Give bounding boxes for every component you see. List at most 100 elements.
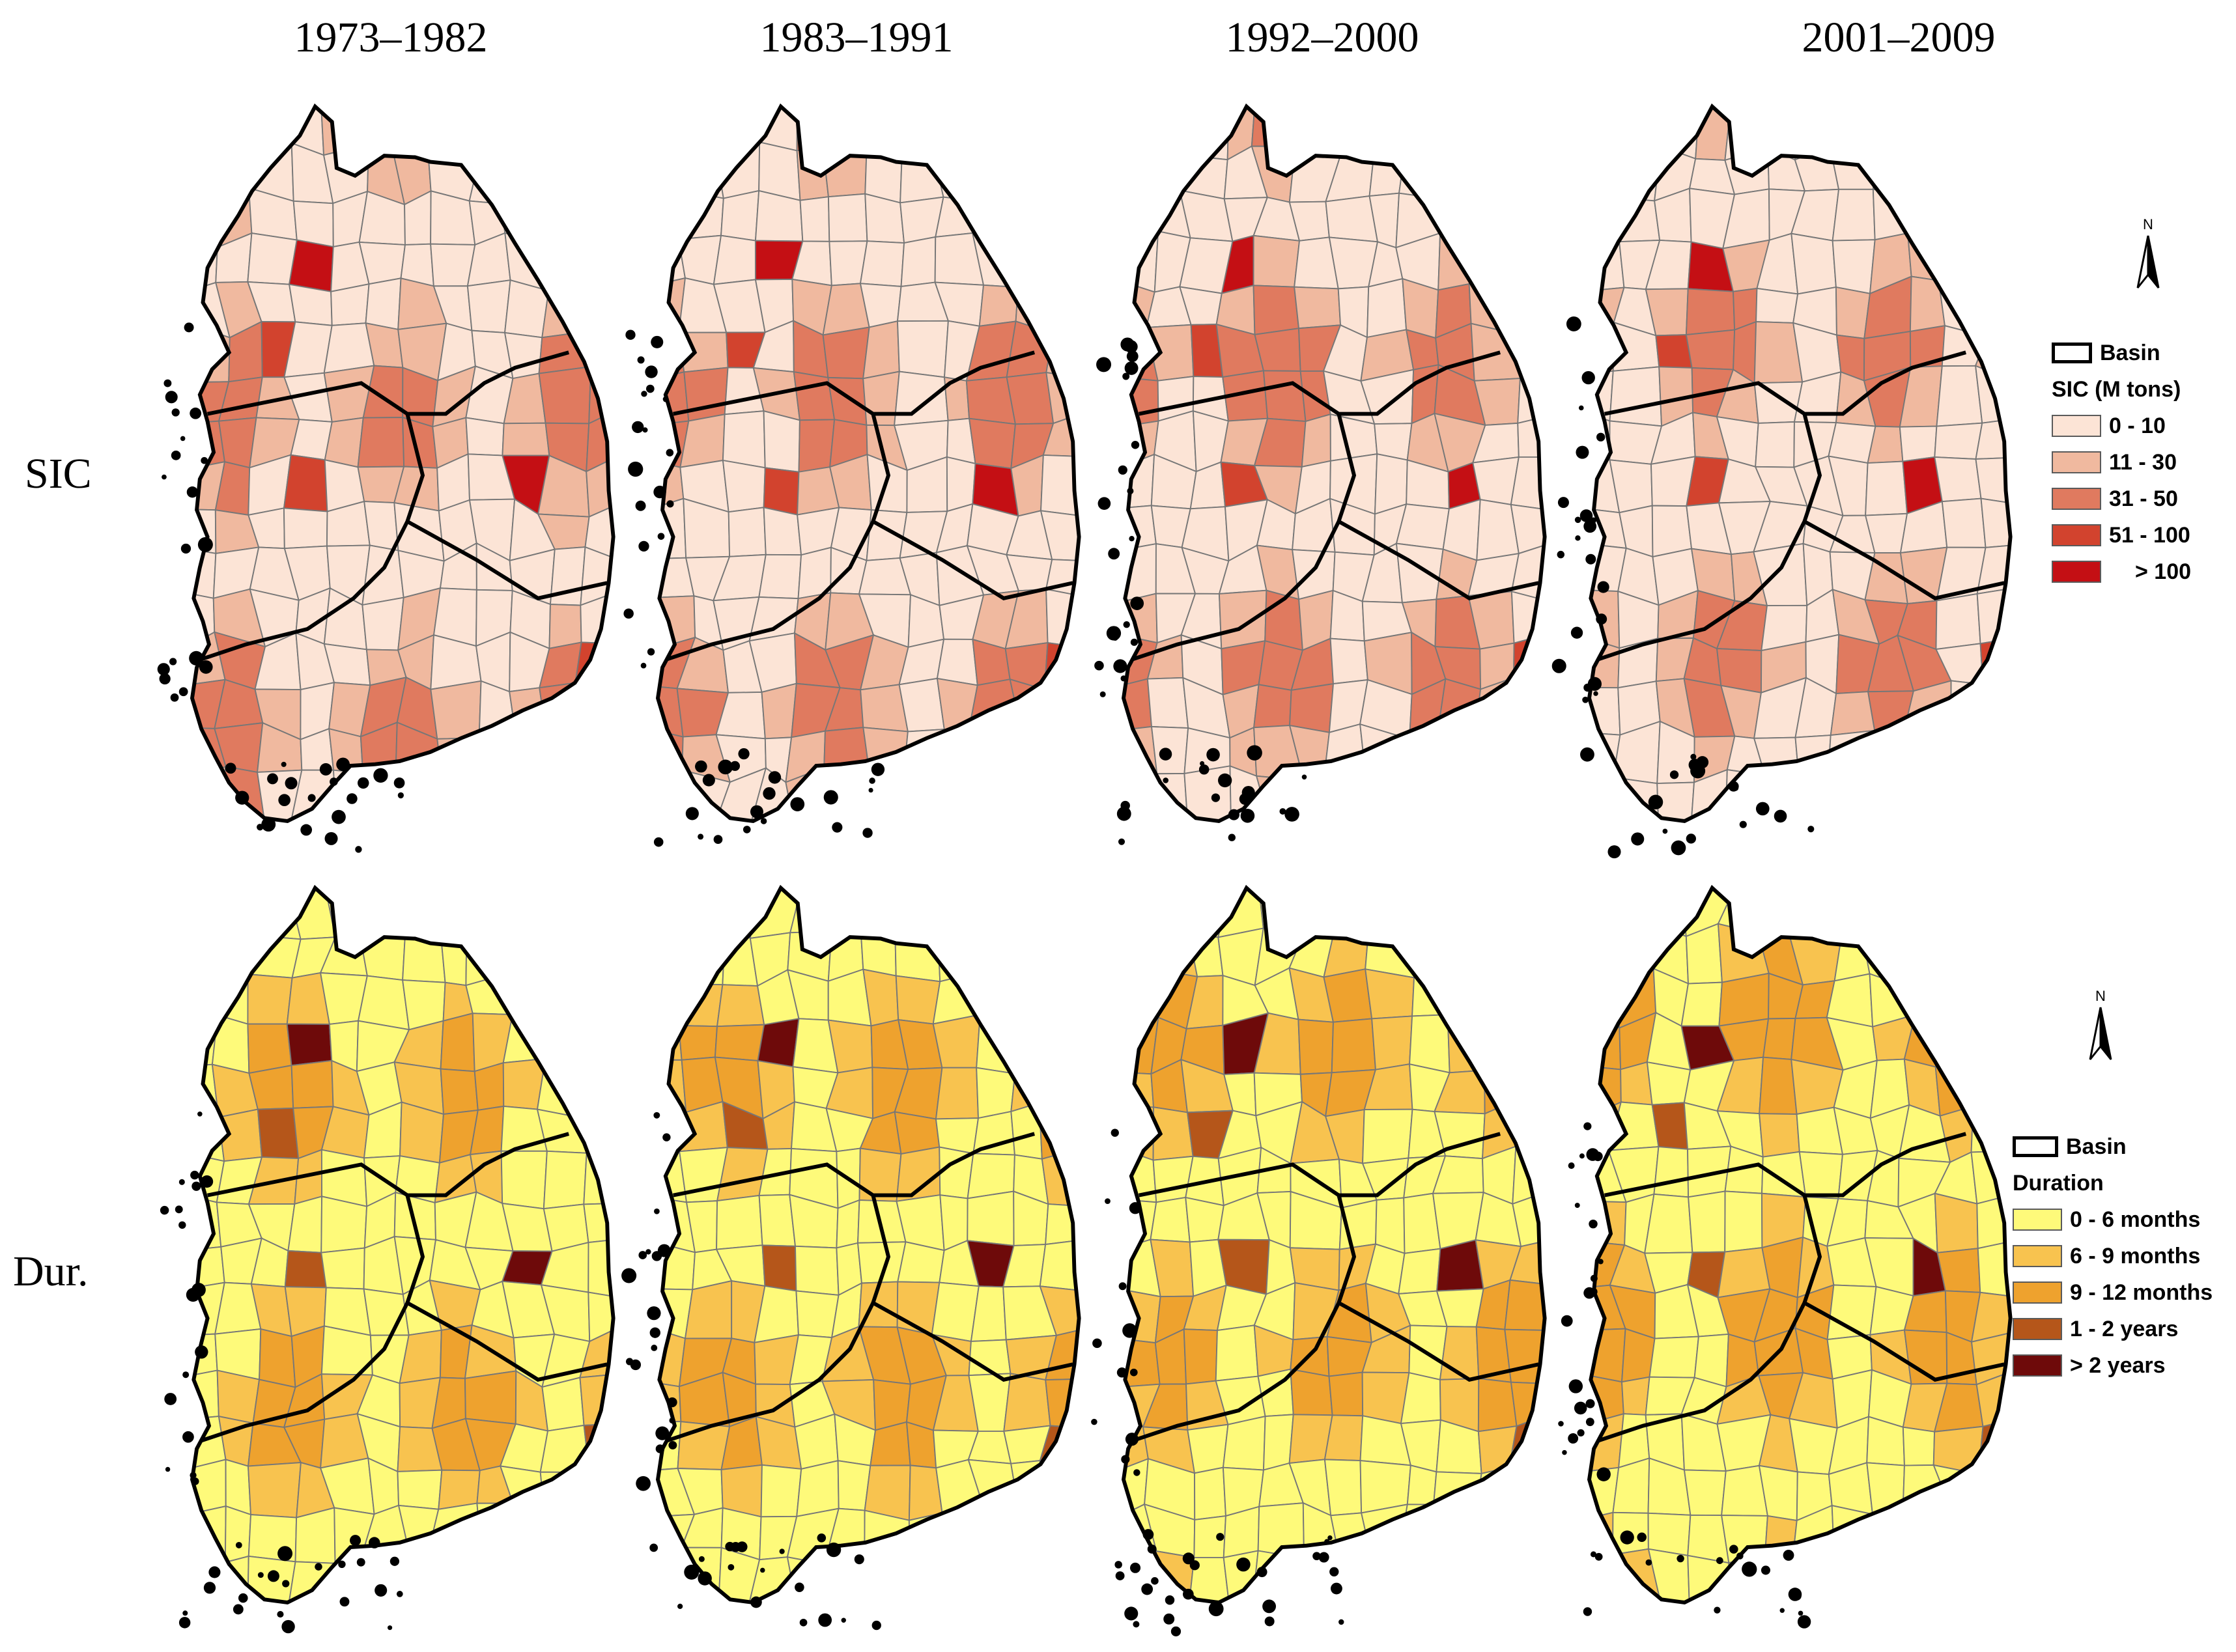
sub-basin — [1440, 923, 1480, 983]
sub-basin — [965, 768, 1006, 820]
island — [1142, 1529, 1154, 1540]
sub-basin — [1044, 923, 1079, 981]
sub-basin — [1755, 287, 1799, 324]
island — [1331, 1582, 1342, 1595]
island — [698, 833, 704, 840]
sub-basin — [939, 1550, 972, 1602]
island — [642, 427, 648, 433]
sub-basin — [1365, 1560, 1412, 1602]
island — [1593, 691, 1598, 696]
sub-basin — [1041, 683, 1079, 736]
island — [653, 485, 666, 499]
sub-basin — [515, 727, 556, 779]
sub-basin — [1331, 1018, 1376, 1074]
island — [763, 787, 776, 800]
sub-basin — [502, 422, 550, 456]
island — [657, 533, 665, 540]
island — [1581, 371, 1595, 385]
island — [654, 1208, 660, 1214]
island — [1583, 1607, 1592, 1616]
sub-basin — [1480, 187, 1516, 247]
sub-basin — [895, 975, 941, 1025]
island — [729, 761, 741, 771]
sub-basin — [1510, 737, 1545, 777]
sub-basin — [218, 106, 253, 160]
island — [647, 1306, 661, 1321]
island — [1096, 357, 1112, 372]
sub-basin — [714, 106, 761, 149]
island — [191, 1477, 199, 1485]
island — [1264, 1616, 1275, 1627]
island — [165, 1466, 171, 1472]
sub-basin — [970, 1550, 1019, 1602]
sub-basin — [1972, 765, 2011, 820]
sub-basin — [466, 279, 511, 333]
island — [640, 662, 647, 669]
island — [713, 835, 723, 845]
sub-basin — [1404, 106, 1449, 147]
sub-basin — [1933, 146, 1976, 191]
sub-basin — [1008, 888, 1051, 942]
legend-class-row: > 2 years — [2013, 1347, 2213, 1384]
island — [1116, 1367, 1127, 1378]
sub-basin — [1941, 497, 1987, 548]
sub-basin — [936, 638, 978, 686]
sub-basin — [1010, 1102, 1043, 1160]
coastline — [1121, 103, 1547, 824]
basin-boundary — [1604, 350, 1967, 416]
sub-basin — [1436, 888, 1480, 929]
island — [164, 1393, 177, 1405]
sub-basin — [933, 728, 969, 781]
island — [1637, 1532, 1647, 1542]
island — [698, 1571, 712, 1586]
sub-basin — [1016, 1550, 1056, 1602]
legend-class-label: 0 - 10 — [2109, 413, 2166, 438]
sub-basin — [1124, 1106, 1155, 1161]
island — [324, 832, 338, 845]
sub-basin — [862, 320, 900, 380]
island — [645, 1249, 651, 1255]
sub-basin — [549, 546, 586, 606]
north-arrow-dur: N — [2081, 987, 2120, 1065]
sub-basin — [1651, 1102, 1689, 1150]
sub-basin — [1935, 188, 1983, 246]
sub-basin — [796, 1459, 840, 1517]
coastline — [1121, 884, 1547, 1605]
island — [1159, 748, 1172, 761]
sub-basin — [1010, 1065, 1053, 1113]
sub-basin — [713, 234, 756, 285]
sub-basin — [1941, 771, 1988, 820]
island — [281, 1619, 295, 1634]
island — [669, 1417, 675, 1424]
island — [373, 768, 388, 783]
sub-basin — [1045, 233, 1079, 282]
sub-basin — [1406, 1464, 1437, 1505]
island — [1566, 316, 1581, 331]
basin-boundary — [1337, 520, 1539, 600]
sub-basin — [757, 1018, 800, 1068]
island — [356, 1558, 365, 1567]
sub-basin — [288, 1561, 336, 1602]
island — [1589, 1287, 1598, 1296]
island — [1590, 1551, 1597, 1558]
island — [718, 759, 733, 775]
sub-basin — [1252, 234, 1301, 288]
island — [1256, 1567, 1267, 1578]
island — [1798, 1610, 1804, 1616]
sub-basin — [392, 106, 434, 159]
sub-basin — [1477, 1377, 1518, 1433]
legend-swatch-4 — [2013, 1354, 2062, 1377]
sub-basin — [1124, 143, 1152, 203]
sub-basin — [464, 1370, 517, 1425]
period-title-2: 1983–1991 — [759, 14, 954, 61]
sub-basin — [586, 929, 614, 973]
period-title-1: 1973–1982 — [294, 14, 488, 61]
island — [1247, 745, 1262, 761]
sub-basin — [1328, 1371, 1364, 1417]
island — [1163, 777, 1169, 783]
island — [869, 777, 875, 784]
sub-basin — [1513, 677, 1545, 740]
sub-basin — [1398, 141, 1437, 199]
island — [1648, 794, 1663, 810]
island — [186, 1287, 201, 1302]
